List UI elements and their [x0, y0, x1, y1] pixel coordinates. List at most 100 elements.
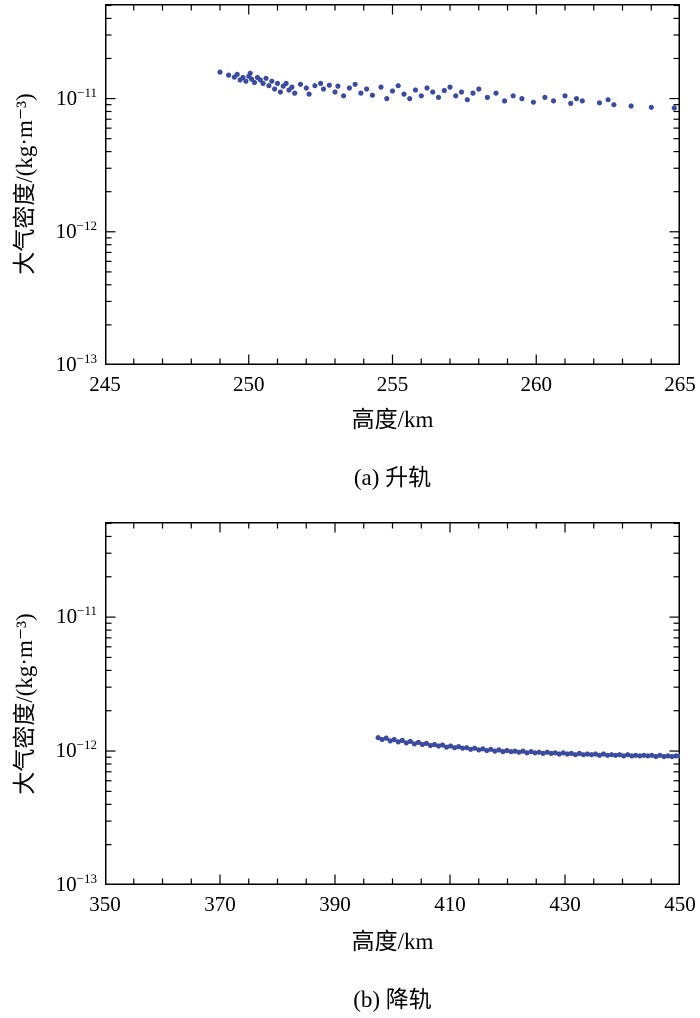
data-point: [556, 751, 562, 757]
data-point: [407, 738, 413, 744]
data-point: [448, 743, 454, 749]
data-point: [341, 93, 347, 99]
data-point: [383, 735, 389, 741]
data-point: [464, 97, 470, 103]
x-tick-label: 260: [520, 372, 553, 396]
data-point: [423, 740, 429, 746]
data-point: [673, 753, 679, 759]
data-point: [292, 90, 298, 96]
data-point: [412, 87, 419, 93]
data-point: [550, 98, 557, 104]
data-point: [443, 744, 450, 750]
data-point: [411, 741, 417, 747]
data-point: [504, 747, 510, 754]
y-axis-label-ascending: 大气密度/(kg·m⁻³): [12, 93, 37, 275]
data-point: [576, 750, 582, 756]
data-point: [540, 750, 546, 756]
x-tick-label: 390: [319, 892, 351, 916]
chart-descending: 350 370 390 410 430 450 10−11 10−12 10−13 大气密度/…: [0, 512, 700, 1018]
data-point: [456, 744, 462, 750]
x-tick-label: 410: [434, 892, 466, 916]
data-point: [439, 742, 446, 748]
data-point: [492, 748, 498, 754]
data-point: [379, 736, 385, 743]
data-point: [470, 90, 476, 96]
scatter-plot-ascending: [105, 4, 680, 365]
x-tick-label: 350: [89, 892, 121, 916]
data-point: [401, 91, 407, 97]
data-point: [419, 741, 425, 748]
data-point: [453, 93, 459, 99]
data-point: [665, 753, 671, 759]
y-tick-label: 10−13: [55, 871, 97, 896]
y-tick-label: 10−12: [55, 217, 97, 243]
data-point: [633, 752, 639, 758]
data-point: [625, 752, 631, 758]
data-point: [272, 86, 278, 92]
chart-ascending: 245 250 255 260 265 10−11 10−12 10−13 大气密度/(kg…: [12, 4, 696, 490]
data-point: [520, 748, 526, 754]
data-point: [217, 69, 223, 75]
data-point: [568, 100, 574, 106]
data-point: [399, 737, 405, 743]
data-point: [579, 98, 585, 104]
data-point: [312, 83, 318, 89]
x-tick-label: 250: [233, 372, 265, 396]
data-point: [240, 74, 246, 81]
x-tick-label: 430: [549, 892, 581, 916]
data-point: [424, 85, 430, 91]
data-point: [519, 96, 525, 102]
data-point: [528, 749, 534, 755]
data-point: [472, 745, 478, 751]
data-point: [257, 77, 263, 83]
data-point: [335, 83, 341, 89]
data-point: [596, 100, 603, 106]
data-point: [234, 71, 240, 77]
x-axis-label-descending: 高度/km: [351, 929, 434, 954]
data-point: [283, 80, 289, 86]
data-point: [661, 753, 667, 760]
data-point: [657, 752, 663, 758]
data-point: [609, 752, 615, 758]
data-point: [588, 752, 595, 758]
data-point: [502, 98, 508, 104]
data-point: [493, 90, 499, 96]
data-point: [592, 751, 599, 757]
x-axis-label-ascending: 高度/km: [351, 407, 434, 432]
data-point: [418, 93, 424, 99]
data-point: [352, 81, 358, 87]
x-tick-label: 265: [664, 372, 696, 396]
data-point: [447, 84, 453, 90]
data-point: [320, 86, 327, 92]
data-point: [629, 753, 635, 759]
data-point: [468, 746, 474, 752]
data-point: [289, 84, 295, 90]
data-point: [524, 750, 530, 756]
data-point: [613, 752, 619, 758]
data-point: [488, 746, 494, 752]
data-point: [332, 89, 338, 95]
data-point: [480, 746, 486, 752]
data-point: [431, 741, 438, 748]
data-point: [512, 748, 518, 754]
data-point: [297, 81, 304, 87]
data-point: [621, 753, 627, 759]
data-point: [568, 750, 574, 756]
data-point: [508, 749, 514, 755]
data-point: [226, 72, 232, 78]
data-point: [435, 743, 442, 749]
data-point: [460, 745, 466, 751]
data-point: [269, 78, 275, 84]
data-point: [435, 94, 442, 100]
data-point: [484, 747, 490, 754]
data-point: [266, 83, 272, 89]
x-tick-label: 450: [664, 892, 696, 916]
data-point: [516, 749, 522, 755]
data-point: [584, 751, 590, 757]
data-point: [358, 90, 364, 96]
data-point: [458, 89, 465, 95]
data-point: [263, 75, 269, 81]
data-point: [247, 70, 253, 76]
data-point: [648, 104, 654, 110]
